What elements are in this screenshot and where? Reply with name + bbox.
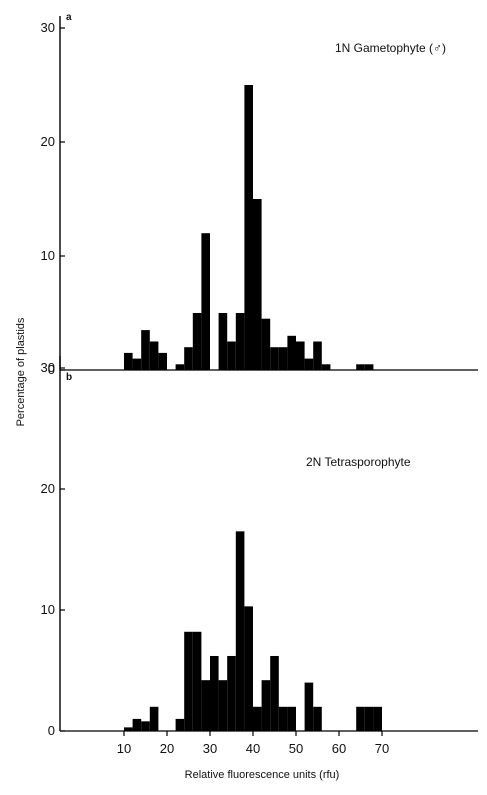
histogram-bar [192,313,202,370]
x-tick-label: 50 [289,741,303,756]
histogram-bar [210,655,219,731]
panel-a-bars [124,85,374,370]
histogram-bar [124,352,133,370]
x-tick-labels: 10 20 30 40 50 60 70 [117,731,389,756]
histogram-bar [287,706,296,731]
histogram-bar [244,606,253,731]
histogram-bar [313,706,322,731]
y-tick-label: 20 [41,481,55,496]
histogram-bar [296,341,305,370]
histogram-bar [124,727,133,731]
y-tick-label: 0 [48,362,55,377]
histogram-bar [253,199,262,370]
histogram-bar [149,706,159,731]
histogram-bar [364,706,374,731]
y-tick-label: 10 [41,248,55,263]
y-tick-label: 10 [41,602,55,617]
panel-b-title: 2N Tetrasporophyte [306,455,411,469]
histogram-bar [356,706,365,731]
x-axis-label: Relative fluorescence units (rfu) [185,769,340,781]
histogram-bar [244,85,253,370]
histogram-bar [278,706,288,731]
y-axis-label: Percentage of plastids [15,317,27,426]
panel-a: 0 10 20 30 a 1N Gametophyte (♂) [41,12,478,377]
x-tick-label: 40 [246,741,260,756]
histogram-bar [201,233,210,370]
histogram-bar [270,655,279,731]
histogram-bar [227,341,236,370]
histogram-bar [287,335,296,370]
panel-a-letter: a [66,12,72,23]
panel-b: 0 10 20 30 b 2N Tetrasporophyte 10 20 30 40 50 6… [41,356,478,756]
x-tick-label: 10 [117,741,131,756]
histogram-bar [321,364,331,370]
histogram-bar [175,718,185,731]
panel-b-bars [124,531,382,731]
histogram-bar [218,313,228,370]
panel-b-letter: b [66,372,72,383]
histogram-bar [278,347,288,370]
y-tick-label: 30 [41,360,55,375]
y-tick-label: 0 [48,723,55,738]
histogram-bar [364,364,374,370]
histogram-bar [261,680,271,731]
histogram-bar [304,358,314,370]
y-tick-label: 30 [41,20,55,35]
histogram-bar [235,313,245,370]
histogram-bar [141,330,150,370]
histogram-bar [313,341,322,370]
histogram-bar [158,352,167,370]
panel-b-y-ticks: 0 10 20 30 [41,360,65,738]
histogram-bar [192,631,202,731]
histogram-bar [132,358,142,370]
panel-a-title: 1N Gametophyte (♂) [335,41,446,55]
x-tick-label: 60 [332,741,346,756]
histogram-bar [149,341,159,370]
histogram-bar [253,706,262,731]
x-tick-label: 70 [375,741,389,756]
histogram-bar [373,706,382,731]
y-tick-label: 20 [41,134,55,149]
histogram-bar [235,531,245,731]
histogram-bar [201,680,210,731]
histogram-bar [261,318,271,370]
histogram-bar [132,718,142,731]
x-tick-label: 20 [160,741,174,756]
histogram-bar [304,682,314,731]
histogram-bar [175,364,185,370]
x-tick-label: 30 [203,741,217,756]
histogram-bar [184,631,193,731]
histogram-bar [218,680,228,731]
histogram-bar [356,364,365,370]
histogram-bar [184,347,193,370]
histogram-bar [270,347,279,370]
histogram-bar [141,721,150,731]
histogram-bar [227,655,236,731]
panel-a-y-ticks: 0 10 20 30 [41,20,65,377]
